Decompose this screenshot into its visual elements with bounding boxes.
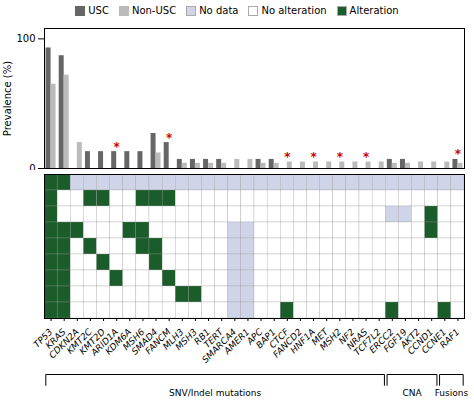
svg-text:CNA: CNA	[402, 388, 422, 398]
html-text:USC: USC	[88, 5, 109, 16]
svg-text:KDM6A: KDM6A	[103, 326, 134, 357]
svg-text:CDKN2A: CDKN2A	[47, 326, 81, 361]
svg-text:Fusions: Fusions	[435, 388, 469, 398]
svg-text:CTCF: CTCF	[267, 326, 291, 351]
svg-text:SNV/Indel mutations: SNV/Indel mutations	[169, 388, 261, 398]
svg-text:MSH6: MSH6	[120, 326, 147, 353]
svg-text:RB1: RB1	[192, 326, 212, 347]
svg-text:*: *	[284, 150, 291, 164]
svg-text:KRAS: KRAS	[43, 326, 68, 351]
svg-text:SMAD4: SMAD4	[129, 326, 160, 357]
html-text:Alteration: Alteration	[349, 5, 399, 16]
svg-text:KMT2C: KMT2C	[64, 326, 94, 356]
svg-text:ARID1A: ARID1A	[89, 326, 121, 358]
svg-text:100: 100	[16, 33, 35, 44]
svg-text:MLH3: MLH3	[160, 326, 186, 352]
svg-text:Prevalence (%): Prevalence (%)	[2, 61, 13, 136]
svg-text:CCND1: CCND1	[405, 326, 436, 357]
svg-text:SMARCA4: SMARCA4	[200, 326, 239, 365]
svg-text:*: *	[363, 150, 370, 164]
svg-text:FGF19: FGF19	[381, 326, 409, 355]
svg-text:CCNE1: CCNE1	[419, 326, 449, 356]
svg-text:TCF7L2: TCF7L2	[351, 326, 383, 358]
svg-text:MSH3: MSH3	[173, 326, 199, 353]
html-text:Non-USC: Non-USC	[131, 5, 177, 16]
svg-text:BAP1: BAP1	[254, 326, 278, 351]
svg-text:MET: MET	[309, 326, 331, 348]
svg-text:*: *	[310, 150, 317, 164]
html-text:No data: No data	[199, 5, 239, 16]
svg-text:MSH2: MSH2	[317, 326, 344, 353]
svg-text:TP53: TP53	[31, 326, 55, 350]
svg-text:HNF1A: HNF1A	[288, 326, 317, 356]
svg-text:NRAS: NRAS	[344, 326, 370, 352]
svg-text:AMER1: AMER1	[222, 326, 252, 357]
svg-text:APC: APC	[244, 326, 265, 347]
svg-text:TERT: TERT	[201, 326, 226, 350]
svg-text:FANCD2: FANCD2	[271, 326, 304, 360]
svg-text:0: 0	[29, 163, 35, 170]
svg-text:*: *	[166, 131, 173, 145]
svg-text:RAF1: RAF1	[438, 327, 462, 351]
svg-text:*: *	[455, 147, 462, 161]
svg-text:*: *	[337, 150, 344, 164]
svg-text:KMT2D: KMT2D	[77, 326, 107, 357]
svg-text:AKT2: AKT2	[398, 326, 422, 351]
svg-text:ERCC2: ERCC2	[367, 326, 396, 356]
svg-text:FANCM: FANCM	[143, 326, 173, 357]
svg-text:*: *	[114, 140, 121, 154]
html-text:No alteration: No alteration	[261, 5, 327, 16]
svg-text:NF2: NF2	[336, 326, 357, 347]
